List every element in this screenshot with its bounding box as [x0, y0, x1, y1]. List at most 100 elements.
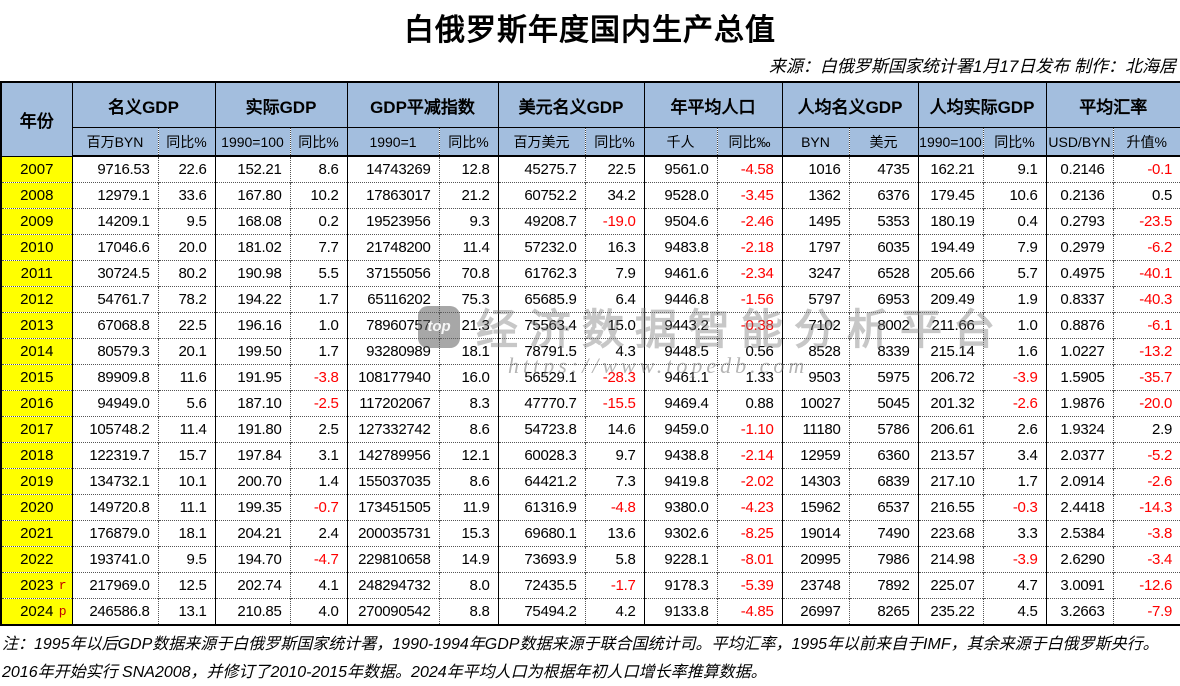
- table-row: 2021 176879.0 18.1 204.21 2.4 200035731 15.3 69…: [0, 520, 1180, 547]
- data-cell: 9448.5: [643, 338, 717, 365]
- data-cell: -1.7: [584, 572, 644, 599]
- table-row: 2012 54761.7 78.2 194.22 1.7 65116202 75.3 6568…: [0, 286, 1180, 313]
- data-cell: 246586.8: [71, 598, 158, 625]
- data-cell: 213.57: [917, 442, 983, 469]
- data-cell: 89909.8: [71, 364, 158, 391]
- data-cell: 1.0: [982, 312, 1046, 339]
- data-cell: 73693.9: [497, 546, 585, 573]
- data-cell: 9133.8: [643, 598, 717, 625]
- data-cell: 3.3: [982, 520, 1046, 547]
- data-cell: 0.8337: [1045, 286, 1113, 313]
- data-cell: -35.7: [1112, 364, 1180, 391]
- data-cell: -28.3: [584, 364, 644, 391]
- data-cell: -20.0: [1112, 390, 1180, 417]
- data-cell: 209.49: [917, 286, 983, 313]
- data-cell: 180.19: [917, 208, 983, 235]
- data-cell: 194.49: [917, 234, 983, 261]
- data-cell: 9469.4: [643, 390, 717, 417]
- data-cell: 9.3: [438, 208, 498, 235]
- group-header: 年平均人口: [643, 82, 782, 128]
- data-cell: 193741.0: [71, 546, 158, 573]
- data-cell: 9561.0: [643, 155, 717, 183]
- table-row: 2007 9716.53 22.6 152.21 8.6 14743269 12.8 4527…: [0, 155, 1180, 183]
- data-cell: -40.3: [1112, 286, 1180, 313]
- table-row: 2013 67068.8 22.5 196.16 1.0 78960757 21.3 7556…: [0, 312, 1180, 339]
- year-cell: 2020: [0, 494, 72, 521]
- data-cell: 12979.1: [71, 182, 158, 209]
- data-cell: 13.6: [584, 520, 644, 547]
- data-cell: 127332742: [346, 416, 439, 443]
- data-cell: -5.2: [1112, 442, 1180, 469]
- table-row: 2011 30724.5 80.2 190.98 5.5 37155056 70.8 6176…: [0, 260, 1180, 287]
- data-cell: -2.6: [1112, 468, 1180, 495]
- data-cell: 15.7: [157, 442, 215, 469]
- data-cell: 1.0227: [1045, 338, 1113, 365]
- data-cell: 223.68: [917, 520, 983, 547]
- data-cell: 61762.3: [497, 260, 585, 287]
- data-cell: -0.7: [289, 494, 347, 521]
- year-cell: 2008: [0, 182, 72, 209]
- data-cell: 1.0: [289, 312, 347, 339]
- data-cell: 0.5: [1112, 182, 1180, 209]
- data-cell: 7.9: [584, 260, 644, 287]
- data-cell: 8.6: [438, 468, 498, 495]
- data-cell: 134732.1: [71, 468, 158, 495]
- data-cell: -1.10: [716, 416, 782, 443]
- data-cell: 30724.5: [71, 260, 158, 287]
- data-cell: 7892: [848, 572, 918, 599]
- data-cell: 9483.8: [643, 234, 717, 261]
- data-cell: -2.5: [289, 390, 347, 417]
- data-cell: -4.7: [289, 546, 347, 573]
- data-cell: 2.0377: [1045, 442, 1113, 469]
- data-cell: 4.0: [289, 598, 347, 625]
- sub-column-header: 1990=100: [214, 127, 290, 157]
- data-cell: 3.0091: [1045, 572, 1113, 599]
- data-cell: 4.3: [584, 338, 644, 365]
- sub-column-header: 百万BYN: [71, 127, 158, 157]
- data-cell: 9504.6: [643, 208, 717, 235]
- sub-column-header: 百万美元: [497, 127, 585, 157]
- data-cell: 12.8: [438, 155, 498, 183]
- year-cell: 2018: [0, 442, 72, 469]
- data-cell: -2.14: [716, 442, 782, 469]
- table-row: 2022 193741.0 9.5 194.70 -4.7 229810658 14.9 73…: [0, 546, 1180, 573]
- data-cell: 12.5: [157, 572, 215, 599]
- data-cell: 1.4: [289, 468, 347, 495]
- data-cell: 5.6: [157, 390, 215, 417]
- data-cell: 34.2: [584, 182, 644, 209]
- data-cell: 8339: [848, 338, 918, 365]
- data-cell: 1.7: [982, 468, 1046, 495]
- data-cell: 5.7: [982, 260, 1046, 287]
- data-cell: 70.8: [438, 260, 498, 287]
- data-cell: 6.4: [584, 286, 644, 313]
- data-cell: 9302.6: [643, 520, 717, 547]
- data-cell: -13.2: [1112, 338, 1180, 365]
- data-cell: 9461.1: [643, 364, 717, 391]
- data-cell: 7.9: [982, 234, 1046, 261]
- data-cell: 69680.1: [497, 520, 585, 547]
- data-cell: 248294732: [346, 572, 439, 599]
- data-cell: -4.85: [716, 598, 782, 625]
- data-cell: 16.3: [584, 234, 644, 261]
- data-cell: 205.66: [917, 260, 983, 287]
- data-cell: 9419.8: [643, 468, 717, 495]
- data-cell: 1.5905: [1045, 364, 1113, 391]
- data-cell: 181.02: [214, 234, 290, 261]
- year-cell: 2012: [0, 286, 72, 313]
- footnote: 注：1995年以后GDP数据来源于白俄罗斯国家统计署，1990-1994年GDP…: [2, 636, 1159, 681]
- data-cell: 8.6: [438, 416, 498, 443]
- table-row: 2019 134732.1 10.1 200.70 1.4 155037035 8.6 644…: [0, 468, 1180, 495]
- data-cell: 200.70: [214, 468, 290, 495]
- table-row: 2015 89909.8 11.6 191.95 -3.8 108177940 16.0 56…: [0, 364, 1180, 391]
- data-cell: 152.21: [214, 155, 290, 183]
- data-cell: -3.4: [1112, 546, 1180, 573]
- group-header: 人均实际GDP: [917, 82, 1046, 128]
- data-cell: 15962: [781, 494, 849, 521]
- data-cell: 229810658: [346, 546, 439, 573]
- data-cell: 8528: [781, 338, 849, 365]
- data-cell: 10.6: [982, 182, 1046, 209]
- revision-mark: r: [58, 578, 67, 593]
- table-row: 2017 105748.2 11.4 191.80 2.5 127332742 8.6 547…: [0, 416, 1180, 443]
- data-cell: 7102: [781, 312, 849, 339]
